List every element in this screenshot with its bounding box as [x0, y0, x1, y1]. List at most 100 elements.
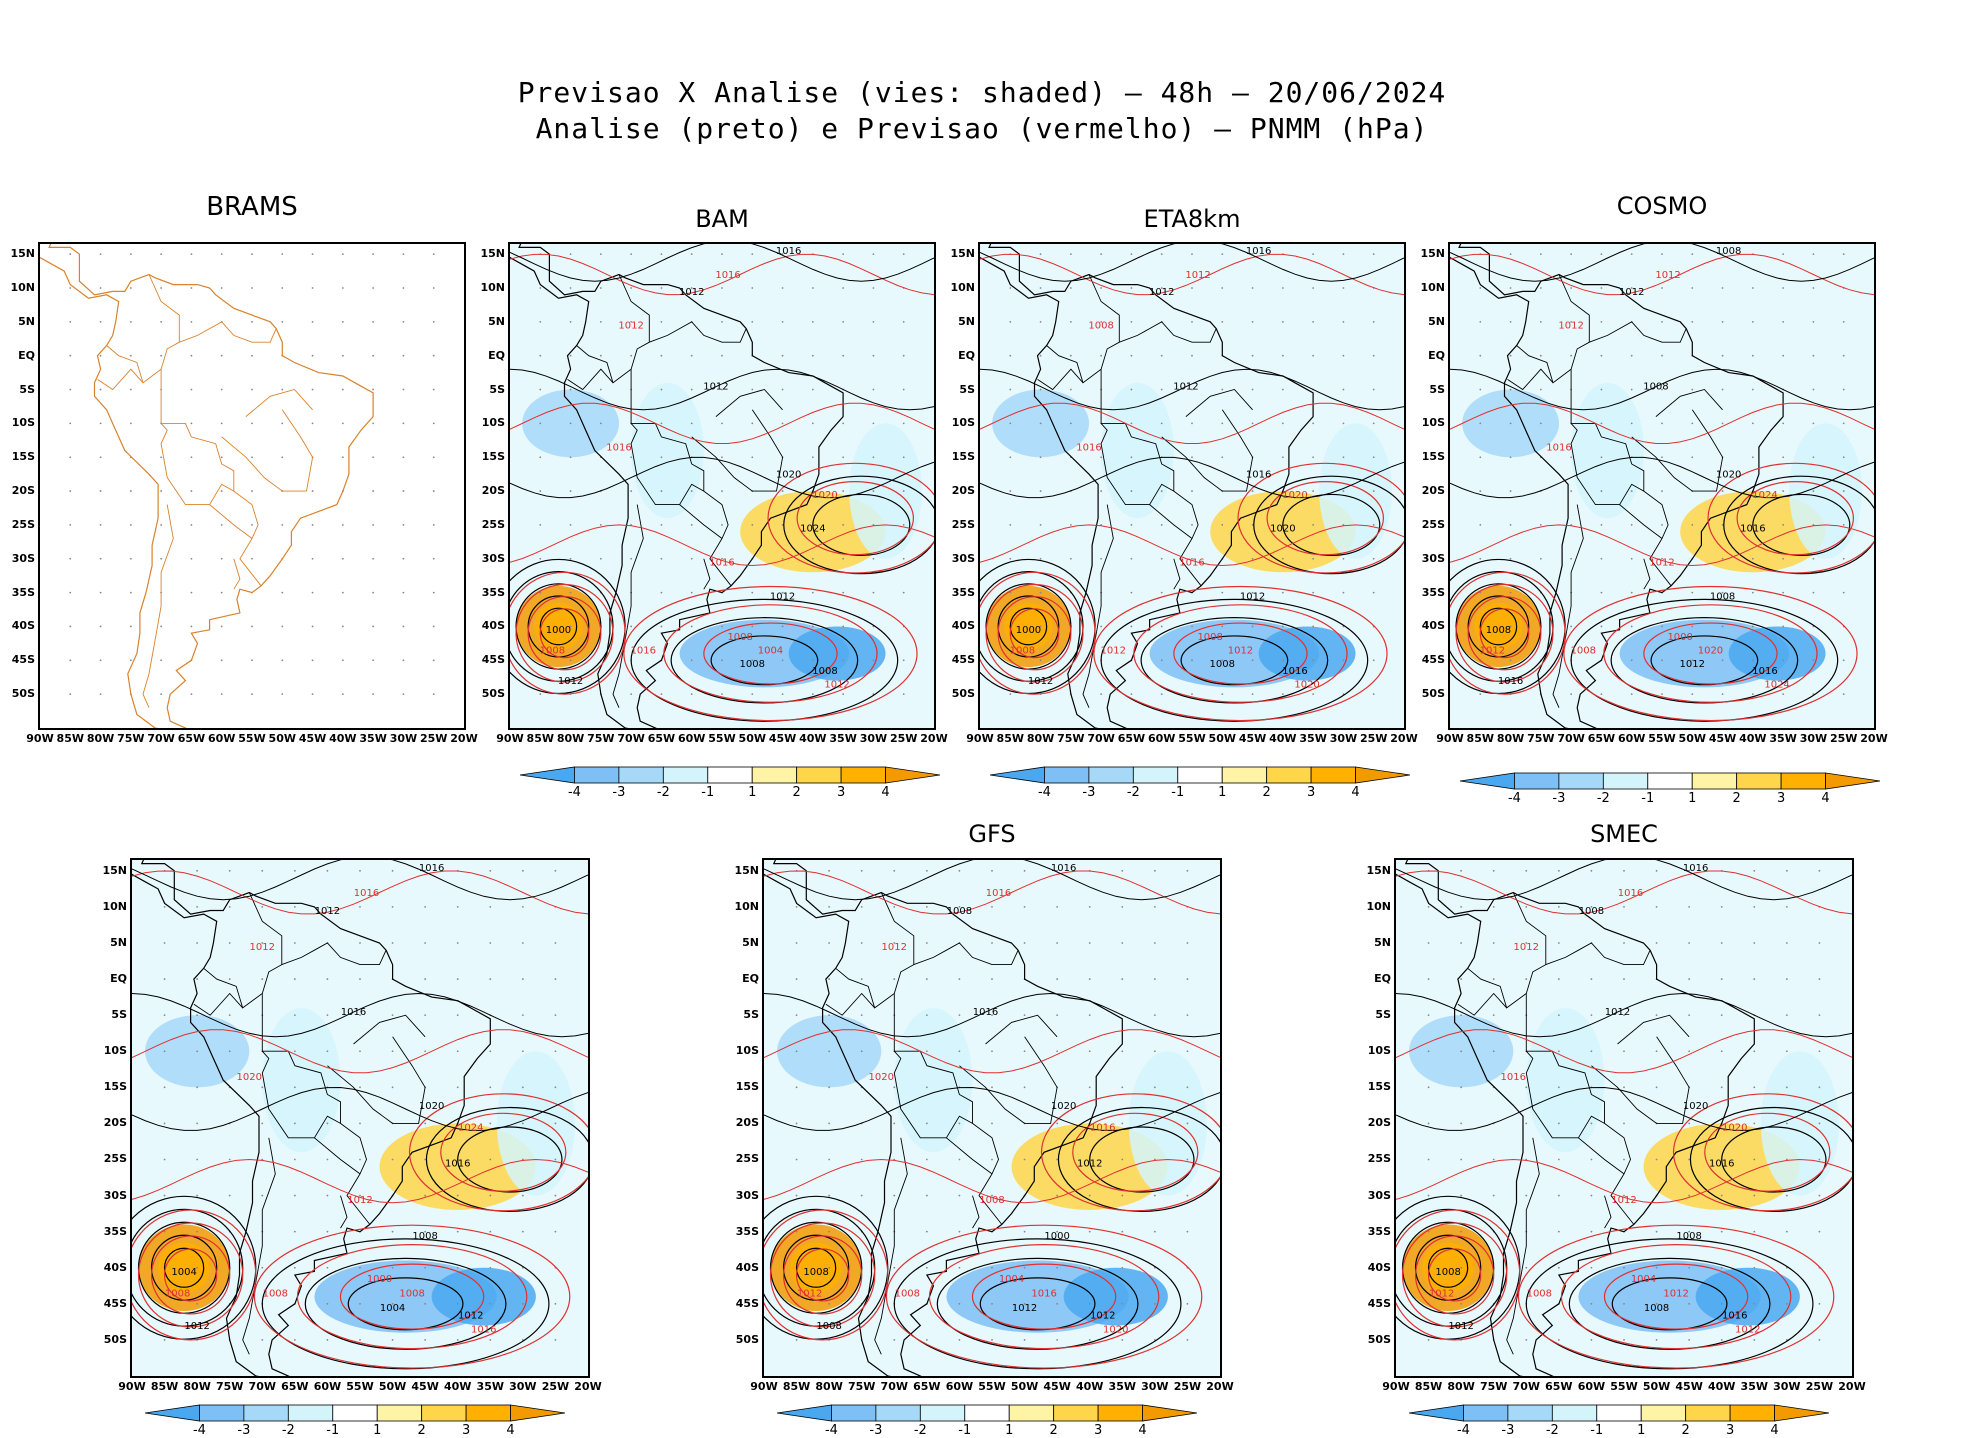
isobar-label: 1024	[458, 1123, 483, 1134]
analysis-isobar	[1650, 635, 1759, 686]
lat-tick-label: 30S	[1421, 551, 1445, 565]
isobar-label: 1008	[412, 1231, 437, 1242]
lon-tick-label: 30W	[509, 1380, 537, 1393]
country-border	[576, 274, 650, 384]
coastline	[510, 244, 844, 728]
colorbar-label: -1	[326, 1423, 340, 1438]
isobar-label: 1000	[1016, 625, 1041, 636]
isobar-label: 1016	[419, 863, 444, 874]
bam-colorbar	[520, 766, 940, 784]
isobar-label: 1012	[797, 1289, 822, 1300]
bias-shading-area	[1319, 423, 1392, 559]
colorbar-segment	[1221, 766, 1268, 784]
isobar-label: 1008	[1486, 625, 1511, 636]
country-border	[193, 992, 244, 1016]
lat-tick-label: 30S	[735, 1188, 759, 1202]
country-border	[649, 321, 747, 343]
smec-panel-title: SMEC	[1590, 820, 1658, 848]
analysis-isobar	[670, 617, 859, 704]
analysis-isobar	[764, 992, 1220, 1038]
colorbar-label: -3	[1552, 791, 1566, 806]
lon-tick-label: 40W	[1707, 1380, 1736, 1393]
forecast-isobar	[663, 604, 878, 703]
isobar-label: 1008	[399, 1289, 424, 1300]
analysis-isobar	[1396, 1086, 1852, 1131]
analysis-isobar	[347, 1277, 464, 1331]
lon-tick-label: 35W	[829, 732, 857, 745]
lon-tick-label: 35W	[1769, 732, 1797, 745]
isobar-label: 1020	[1103, 1325, 1128, 1336]
analysis-isobar	[1479, 607, 1518, 646]
lon-tick-label: 80W	[556, 732, 585, 745]
country-border	[314, 1137, 361, 1175]
forecast-isobar	[515, 583, 614, 683]
colorbar-label: 3	[1725, 1423, 1735, 1438]
bias-shading-area	[894, 1007, 973, 1153]
forecast-isobar	[1603, 1263, 1749, 1330]
colorbar-segment	[1460, 772, 1515, 790]
isobar-label: 1004	[171, 1267, 196, 1278]
lon-tick-label: 90W	[750, 1380, 778, 1393]
colorbar-segment	[1780, 772, 1826, 790]
lon-tick-label: 20W	[1838, 1380, 1866, 1393]
lat-tick-label: 50S	[11, 687, 35, 701]
lon-tick-label: 60W	[1617, 732, 1646, 745]
lat-tick-label: 25S	[951, 517, 975, 531]
analysis-isobar	[1282, 493, 1381, 556]
lat-tick-label: 50S	[1421, 687, 1445, 701]
bias-shading-area	[740, 491, 886, 573]
forecast-isobar	[510, 571, 626, 695]
analysis-isobar	[1396, 860, 1852, 901]
forecast-isobar	[1560, 1244, 1792, 1350]
isobar-label: 1008	[816, 1321, 841, 1332]
forecast-isobar	[132, 870, 588, 915]
country-border	[1570, 423, 1578, 478]
bias-shading-area	[1789, 423, 1862, 559]
isobar-label: 1016	[1546, 442, 1571, 453]
isobar-label: 1020	[237, 1072, 262, 1083]
lon-tick-label: 60W	[1577, 1380, 1606, 1393]
lat-tick-label: 35S	[951, 585, 975, 599]
bias-shading-area	[158, 1242, 211, 1294]
isobar-label: 1020	[419, 1101, 444, 1112]
gfs-map-panel: 1016 1016 1008 1012 1016 1020 1020 1016 1012 1008…	[762, 858, 1222, 1378]
lat-tick-label: 15S	[1367, 1080, 1391, 1094]
lon-tick-label: 70W	[248, 1380, 276, 1393]
country-border	[946, 1137, 993, 1175]
isobar-label: 1016	[1246, 470, 1271, 481]
lon-tick-label: 20W	[1860, 732, 1888, 745]
bias-shading-area	[849, 423, 922, 559]
forecast-isobar	[132, 1029, 588, 1074]
colorbar-segment	[1729, 1404, 1775, 1422]
isobar-label: 1012	[1448, 1321, 1473, 1332]
colorbar-segment	[520, 766, 575, 784]
isobar-label: 1008	[895, 1289, 920, 1300]
lon-tick-label: 20W	[450, 732, 478, 745]
lon-tick-label: 55W	[708, 732, 736, 745]
forecast-isobar	[1450, 524, 1874, 567]
forecast-isobar	[971, 1263, 1117, 1330]
analysis-isobar	[1752, 493, 1851, 556]
isobar-label: 1000	[546, 625, 571, 636]
forecast-isobar	[510, 524, 934, 567]
analysis-isobar	[132, 1086, 588, 1131]
colorbar-label: -4	[1507, 791, 1521, 806]
lat-tick-label: 15S	[481, 450, 505, 464]
lon-tick-label: 60W	[1147, 732, 1176, 745]
lat-tick-label: 5S	[743, 1008, 759, 1022]
isobar-label: 1012	[1611, 1195, 1636, 1206]
bias-shading-area	[1422, 1242, 1475, 1294]
isobar-label: 1012	[1173, 382, 1198, 393]
forecast-isobar	[980, 402, 1404, 444]
analysis-isobar	[457, 1126, 563, 1193]
lon-tick-label: 75W	[1479, 1380, 1508, 1393]
analysis-isobar	[304, 1257, 507, 1350]
colorbar-label: 4	[881, 785, 890, 800]
forecast-isobar	[1396, 1029, 1852, 1074]
forecast-isobar	[1467, 596, 1542, 671]
colorbar-label: 1	[1005, 1423, 1014, 1438]
colorbar-label: -4	[192, 1423, 206, 1438]
lat-tick-label: 5N	[742, 935, 759, 949]
forecast-isobar	[1736, 480, 1855, 556]
isobar-label: 1012	[703, 382, 728, 393]
